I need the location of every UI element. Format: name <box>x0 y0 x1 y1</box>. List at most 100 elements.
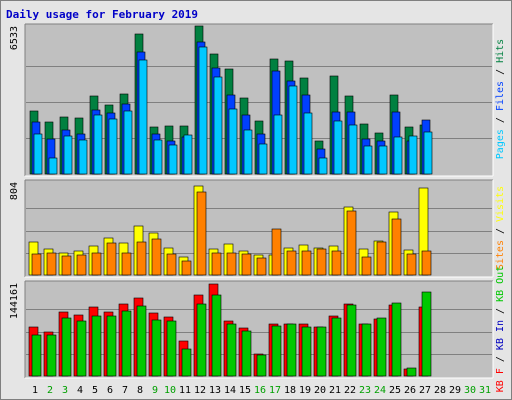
y-axis-max-label: 804 <box>9 182 20 200</box>
legend-entry: / <box>495 63 506 81</box>
bar-sites <box>391 218 402 276</box>
bar-pages <box>183 134 193 175</box>
legend-entry: / <box>495 222 506 240</box>
y-axis-max-label: 6533 <box>9 26 20 50</box>
bar-sites <box>151 238 162 276</box>
legend-entry: / <box>495 302 506 320</box>
x-tick-label: 29 <box>449 385 461 396</box>
legend-entry: / <box>495 111 506 129</box>
bar-kb-out <box>316 326 327 377</box>
x-tick-label: 15 <box>239 385 251 396</box>
bar-kb-out <box>346 304 357 377</box>
bar-kb-out <box>31 334 42 377</box>
x-tick-label: 17 <box>269 385 281 396</box>
bar-sites <box>31 253 42 276</box>
bar-pages <box>363 145 373 175</box>
panel-bottom: 144161 KB F / KB In / KB Out <box>9 266 506 392</box>
legend-entry: Files <box>495 81 506 111</box>
bar-sites <box>346 210 357 276</box>
bar-sites <box>196 191 207 276</box>
x-tick-label: 14 <box>224 385 236 396</box>
bar-kb-out <box>301 326 312 377</box>
legend-entry: / <box>495 350 506 368</box>
bar-pages <box>273 114 283 175</box>
bar-kb-out <box>121 310 132 377</box>
x-tick-label: 7 <box>122 385 128 396</box>
legend-entry: KB F <box>495 368 506 392</box>
bar-pages <box>213 76 223 175</box>
bar-kb-out <box>46 334 57 377</box>
bar-kb-out <box>76 320 87 377</box>
legend-entry: Visits <box>495 186 506 222</box>
legend-entry: Pages <box>495 129 506 159</box>
bar-pages <box>288 85 298 175</box>
x-tick-label: 31 <box>479 385 491 396</box>
bar-kb-out <box>181 348 192 377</box>
bar-kb-out <box>391 302 402 377</box>
bar-kb-out <box>91 315 102 377</box>
x-tick-label: 5 <box>92 385 98 396</box>
bar-sites <box>226 252 237 276</box>
x-tick-label: 21 <box>329 385 341 396</box>
legend-top: Pages / Files / Hits <box>495 39 506 159</box>
bar-pages <box>63 135 73 175</box>
x-tick-label: 13 <box>209 385 221 396</box>
bar-pages <box>48 157 58 175</box>
bar-sites <box>166 253 177 276</box>
bar-pages <box>93 114 103 175</box>
bar-pages <box>423 131 433 175</box>
bar-pages <box>198 46 208 175</box>
bar-pages <box>393 136 403 175</box>
x-tick-label: 3 <box>62 385 68 396</box>
x-tick-label: 28 <box>434 385 446 396</box>
bar-sites <box>406 253 417 276</box>
bar-kb-out <box>136 305 147 377</box>
legend-entry: KB In <box>495 320 506 350</box>
bar-sites <box>421 250 432 276</box>
panel-middle: 804 Sites / Visits <box>9 179 506 278</box>
x-tick-label: 16 <box>254 385 266 396</box>
x-tick-label: 20 <box>314 385 326 396</box>
x-tick-label: 30 <box>464 385 476 396</box>
bar-kb-out <box>106 315 117 377</box>
bar-sites <box>286 250 297 276</box>
x-tick-label: 26 <box>404 385 416 396</box>
bar-kb-out <box>61 317 72 377</box>
bar-pages <box>408 135 418 175</box>
bar-pages <box>108 118 118 175</box>
x-tick-label: 2 <box>47 385 53 396</box>
chart-title: Daily usage for February 2019 <box>6 8 199 21</box>
x-tick-label: 11 <box>179 385 191 396</box>
legend-middle: Sites / Visits <box>495 186 506 270</box>
bar-sites <box>106 242 117 276</box>
bar-pages <box>258 143 268 175</box>
bar-sites <box>181 260 192 276</box>
legend-entry: Hits <box>495 39 506 63</box>
bar-pages <box>123 110 133 175</box>
bar-sites <box>301 250 312 276</box>
bar-pages <box>33 133 43 175</box>
bar-sites <box>376 241 387 276</box>
legend-entry: KB Out <box>495 266 506 302</box>
bar-sites <box>331 250 342 276</box>
y-axis-max-label: 144161 <box>9 283 20 319</box>
x-tick-label: 8 <box>137 385 143 396</box>
bar-kb-out <box>256 354 267 377</box>
bar-sites <box>241 253 252 276</box>
bar-sites <box>316 248 327 276</box>
bar-pages <box>348 124 358 175</box>
bar-sites <box>211 252 222 276</box>
bar-pages <box>318 157 328 175</box>
x-tick-label: 6 <box>107 385 113 396</box>
bar-pages <box>333 120 343 175</box>
bar-kb-out <box>196 303 207 377</box>
bar-kb-out <box>331 317 342 377</box>
bar-sites <box>76 254 87 276</box>
x-tick-label: 1 <box>32 385 38 396</box>
bar-sites <box>271 228 282 276</box>
bar-kb-out <box>406 367 417 377</box>
x-tick-label: 24 <box>374 385 386 396</box>
legend-entry: Sites <box>495 240 506 270</box>
bar-sites <box>361 256 372 276</box>
